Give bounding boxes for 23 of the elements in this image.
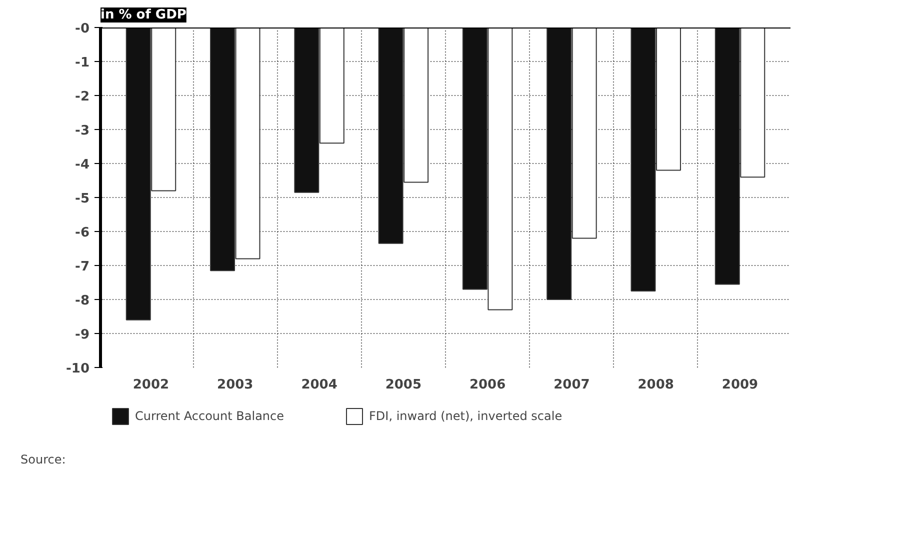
source-note: Source: xyxy=(20,452,66,466)
x-tick-label: 2009 xyxy=(722,378,758,392)
x-tick-label: 2007 xyxy=(554,378,590,392)
x-tick-label: 2002 xyxy=(132,378,170,392)
y-tick-label: -9 xyxy=(75,328,90,342)
x-tick-label: 2004 xyxy=(301,378,338,392)
y-tick-label: -0 xyxy=(75,22,90,36)
x-tick-label: 2003 xyxy=(217,378,254,392)
y-tick-label: -10 xyxy=(66,362,90,376)
x-tick-label: 2006 xyxy=(469,378,506,392)
y-tick-label: -6 xyxy=(75,226,90,240)
y-tick-label: -7 xyxy=(75,260,90,274)
x-tick-label: 2008 xyxy=(638,378,674,392)
y-tick-label: -1 xyxy=(75,56,90,70)
y-tick-label: -5 xyxy=(75,192,90,206)
legend-label: Current Account Balance xyxy=(135,409,284,423)
y-tick-label: -8 xyxy=(75,294,90,308)
chart-title: in % of GDP xyxy=(100,8,186,22)
y-tick-label: -4 xyxy=(75,158,90,172)
y-tick-label: -2 xyxy=(75,90,90,104)
x-tick-label: 2005 xyxy=(385,378,422,392)
legend-label: FDI, inward (net), inverted scale xyxy=(369,409,562,423)
y-tick-label: -3 xyxy=(75,124,90,138)
